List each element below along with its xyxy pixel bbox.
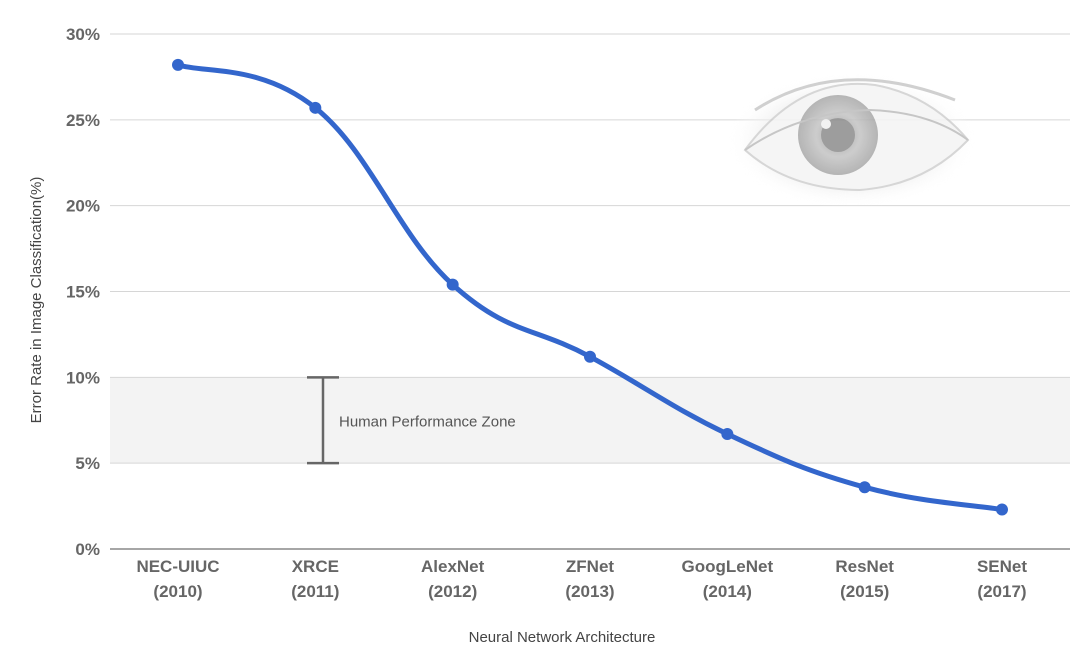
x-tick-year: (2011) <box>291 582 339 601</box>
data-point <box>309 101 322 114</box>
x-axis-title: Neural Network Architecture <box>469 629 656 646</box>
data-points <box>172 58 1008 516</box>
x-tick-labels: NEC-UIUC (2010) XRCE (2011) AlexNet (2012) ZFN… <box>136 557 1027 601</box>
human-zone-range-bar <box>307 376 339 465</box>
data-point <box>721 427 734 440</box>
y-tick-label: 15% <box>66 283 100 302</box>
x-tick-label: GoogLeNet <box>682 557 774 576</box>
x-tick-label: AlexNet <box>421 557 485 576</box>
data-point <box>858 481 871 494</box>
x-tick-label: ResNet <box>835 557 894 576</box>
y-tick-label: 0% <box>75 540 100 559</box>
data-point <box>172 58 184 71</box>
human-zone-label: Human Performance Zone <box>339 413 516 430</box>
human-performance-zone <box>110 377 1070 464</box>
y-axis-title: Error Rate in Image Classification(%) <box>28 177 45 424</box>
x-tick-year: (2014) <box>703 582 752 601</box>
y-tick-label: 30% <box>66 25 100 44</box>
x-tick-year: (2015) <box>840 582 889 601</box>
x-tick-label: XRCE <box>292 557 339 576</box>
eye-illustration <box>727 72 977 208</box>
data-point <box>996 503 1008 516</box>
x-tick-label: SENet <box>977 557 1027 576</box>
x-tick-label: NEC-UIUC <box>136 557 219 576</box>
data-point <box>584 350 596 363</box>
x-tick-year: (2010) <box>153 582 202 601</box>
x-tick-year: (2013) <box>565 582 614 601</box>
y-tick-label: 5% <box>75 454 100 473</box>
y-tick-label: 20% <box>66 197 100 216</box>
data-point <box>446 278 459 291</box>
x-tick-year: (2017) <box>977 582 1026 601</box>
gridlines <box>110 33 1070 464</box>
y-tick-label: 10% <box>66 368 100 387</box>
x-tick-year: (2012) <box>428 582 477 601</box>
y-tick-labels: 0% 5% 10% 15% 20% 25% 30% <box>66 25 100 559</box>
x-tick-label: ZFNet <box>566 557 615 576</box>
y-tick-label: 25% <box>66 111 100 130</box>
